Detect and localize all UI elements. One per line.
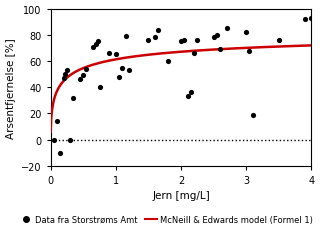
Point [62, 73, 68, 77]
Point [120, 66, 125, 70]
Legend: Data fra Storstrøms Amt, McNeill & Edwards model (Formel 1): Data fra Storstrøms Amt, McNeill & Edwar… [16, 212, 316, 227]
Point [94, 43, 99, 46]
Point [224, 27, 229, 31]
Point [152, 36, 157, 40]
Point [188, 91, 193, 95]
Point [116, 76, 122, 79]
Point [156, 29, 161, 32]
Point [146, 39, 151, 43]
Point [113, 53, 118, 57]
Point [123, 35, 128, 39]
Point [81, 74, 86, 78]
Point [182, 39, 187, 43]
Point [64, 69, 69, 73]
Point [51, 138, 56, 142]
Point [247, 49, 252, 53]
X-axis label: Jern [mg/L]: Jern [mg/L] [152, 191, 210, 201]
Point [211, 36, 216, 40]
Point [58, 151, 63, 155]
Point [218, 48, 223, 52]
Point [179, 40, 184, 44]
Point [84, 68, 89, 71]
Point [97, 86, 102, 90]
Point [165, 60, 171, 64]
Point [55, 120, 60, 124]
Point [95, 40, 100, 44]
Point [191, 52, 196, 56]
Point [91, 46, 96, 49]
Point [276, 39, 281, 43]
Point [195, 39, 200, 43]
Point [309, 17, 314, 20]
Point [302, 18, 308, 22]
Y-axis label: Arsentfjernelse [%]: Arsentfjernelse [%] [5, 38, 16, 138]
Point [250, 113, 255, 117]
Point [77, 78, 83, 82]
Point [71, 96, 76, 100]
Point [244, 31, 249, 35]
Point [185, 95, 190, 99]
Point [107, 52, 112, 56]
Point [126, 69, 132, 73]
Point [61, 77, 66, 81]
Point [214, 34, 220, 38]
Point [68, 138, 73, 142]
